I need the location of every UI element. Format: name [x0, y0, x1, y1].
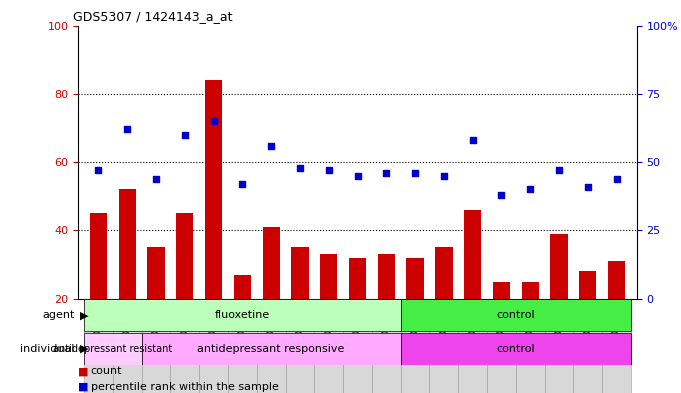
- Point: [496, 192, 507, 198]
- Point: [151, 175, 161, 182]
- Point: [525, 186, 536, 193]
- Text: ▶: ▶: [80, 310, 88, 320]
- Bar: [263, 227, 280, 367]
- Point: [266, 143, 276, 149]
- Bar: [84, 299, 113, 393]
- Bar: [285, 299, 315, 393]
- Bar: [545, 299, 573, 393]
- Point: [294, 164, 305, 171]
- Text: antidepressant resistant: antidepressant resistant: [53, 344, 172, 354]
- Bar: [550, 234, 568, 367]
- Bar: [602, 299, 631, 393]
- Bar: [464, 210, 481, 367]
- Bar: [234, 275, 251, 367]
- Point: [237, 181, 248, 187]
- Bar: [458, 299, 487, 393]
- Bar: [228, 299, 257, 393]
- Bar: [407, 258, 424, 367]
- Bar: [257, 299, 285, 393]
- Bar: [291, 248, 308, 367]
- Bar: [90, 213, 107, 367]
- Bar: [378, 254, 395, 367]
- Bar: [84, 299, 400, 331]
- Point: [582, 184, 593, 190]
- Point: [611, 175, 622, 182]
- Text: ■: ■: [78, 366, 89, 376]
- Text: control: control: [496, 310, 535, 320]
- Point: [554, 167, 565, 173]
- Point: [208, 118, 219, 124]
- Point: [122, 126, 133, 132]
- Text: fluoxetine: fluoxetine: [215, 310, 270, 320]
- Point: [352, 173, 363, 179]
- Bar: [516, 299, 545, 393]
- Point: [467, 137, 478, 143]
- Text: percentile rank within the sample: percentile rank within the sample: [91, 382, 279, 392]
- Bar: [349, 258, 366, 367]
- Bar: [84, 333, 142, 365]
- Bar: [400, 299, 430, 393]
- Text: agent: agent: [42, 310, 75, 320]
- Bar: [200, 299, 228, 393]
- Point: [381, 170, 392, 176]
- Bar: [142, 333, 400, 365]
- Bar: [400, 299, 631, 331]
- Bar: [205, 80, 222, 367]
- Bar: [372, 299, 400, 393]
- Bar: [573, 299, 602, 393]
- Bar: [343, 299, 372, 393]
- Bar: [608, 261, 625, 367]
- Point: [179, 132, 190, 138]
- Bar: [487, 299, 516, 393]
- Bar: [400, 333, 631, 365]
- Bar: [522, 282, 539, 367]
- Bar: [579, 271, 597, 367]
- Text: antidepressant responsive: antidepressant responsive: [197, 344, 345, 354]
- Text: ▶: ▶: [80, 344, 88, 354]
- Bar: [493, 282, 510, 367]
- Point: [439, 173, 449, 179]
- Bar: [118, 189, 136, 367]
- Point: [93, 167, 104, 173]
- Text: count: count: [91, 366, 122, 376]
- Bar: [170, 299, 200, 393]
- Text: control: control: [496, 344, 535, 354]
- Point: [323, 167, 334, 173]
- Bar: [147, 248, 165, 367]
- Text: ■: ■: [78, 382, 89, 392]
- Bar: [435, 248, 452, 367]
- Bar: [113, 299, 142, 393]
- Text: GDS5307 / 1424143_a_at: GDS5307 / 1424143_a_at: [73, 10, 232, 23]
- Bar: [142, 299, 170, 393]
- Bar: [315, 299, 343, 393]
- Text: individual: individual: [20, 344, 75, 354]
- Point: [410, 170, 421, 176]
- Bar: [176, 213, 193, 367]
- Bar: [430, 299, 458, 393]
- Bar: [320, 254, 337, 367]
